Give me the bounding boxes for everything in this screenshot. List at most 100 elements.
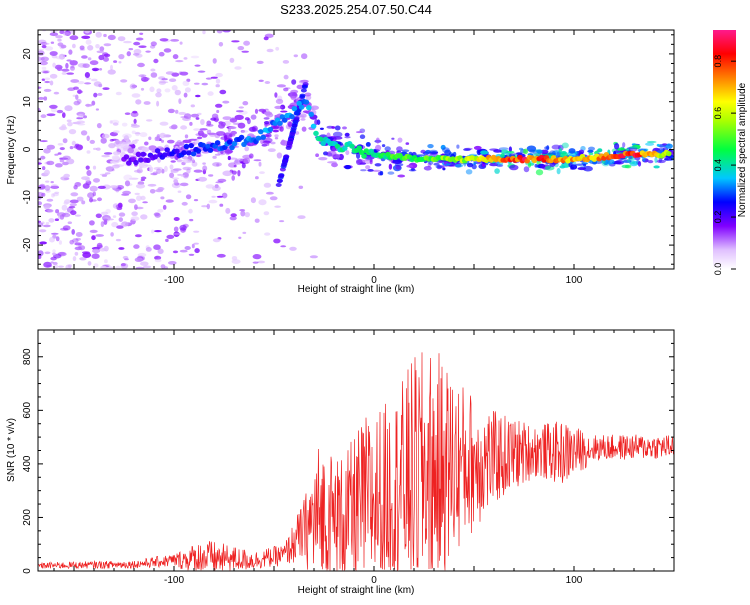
noise-blob: [118, 212, 126, 217]
ridge-halo-blob: [197, 176, 208, 182]
ridge-halo-blob: [227, 155, 231, 161]
ridge-halo-blob: [311, 107, 315, 111]
noise-blob: [86, 170, 92, 176]
streak-blob: [289, 131, 296, 136]
ridge-halo-blob: [237, 170, 241, 177]
ridge-halo-blob: [392, 159, 403, 164]
ridge-halo-blob: [463, 148, 471, 152]
noise-blob: [194, 64, 201, 67]
noise-blob: [84, 30, 91, 34]
noise-blob: [240, 130, 246, 133]
ridge-halo-blob: [261, 143, 268, 147]
ridge-halo-blob: [627, 159, 631, 163]
ridge-core-blob: [296, 100, 303, 106]
noise-blob: [38, 39, 47, 44]
ridge-halo-blob: [355, 131, 363, 134]
ridge-halo-blob: [326, 152, 333, 157]
ridge-halo-blob: [332, 146, 336, 152]
y-tick-label: 200: [22, 509, 33, 526]
noise-blob: [49, 51, 58, 56]
noise-blob: [156, 88, 162, 94]
noise-blob: [191, 243, 195, 249]
noise-blob: [170, 39, 180, 42]
ridge-halo-blob: [270, 124, 280, 130]
noise-blob: [130, 216, 140, 221]
noise-blob: [52, 192, 59, 197]
noise-blob: [56, 109, 64, 114]
ridge-halo-blob: [496, 164, 504, 168]
noise-blob: [100, 211, 109, 215]
ridge-halo-blob: [535, 169, 544, 176]
ridge-halo-blob: [234, 114, 244, 120]
ridge-halo-blob: [516, 152, 523, 155]
ridge-halo-blob: [229, 118, 238, 123]
noise-blob: [133, 118, 137, 124]
noise-blob: [237, 46, 245, 51]
ridge-core-blob: [277, 120, 283, 126]
noise-blob: [87, 45, 94, 51]
noise-blob: [41, 44, 47, 49]
noise-blob: [89, 220, 95, 226]
colorbar-tick-label: 0.2: [713, 211, 723, 224]
noise-blob: [75, 144, 84, 151]
ridge-core-blob: [200, 142, 206, 148]
noise-blob: [151, 229, 155, 234]
streak-blob: [293, 116, 300, 121]
y-tick-label: 20: [22, 48, 33, 60]
noise-blob: [280, 245, 287, 248]
noise-blob: [107, 34, 116, 41]
ridge-halo-blob: [489, 163, 499, 167]
noise-blob: [179, 182, 189, 187]
noise-blob: [206, 203, 210, 210]
noise-blob: [87, 192, 95, 199]
noise-blob: [241, 130, 249, 133]
noise-blob: [153, 230, 162, 233]
y-tick-label: -10: [22, 190, 33, 205]
ridge-halo-blob: [155, 189, 164, 193]
noise-blob: [218, 42, 224, 47]
noise-blob: [256, 260, 266, 264]
ridge-core-blob: [162, 152, 168, 158]
ridge-halo-blob: [199, 132, 205, 136]
noise-blob: [100, 221, 105, 228]
ridge-halo-blob: [116, 147, 120, 152]
noise-blob: [91, 253, 100, 259]
noise-blob: [95, 213, 102, 219]
noise-blob: [82, 252, 92, 258]
ridge-halo-blob: [465, 169, 473, 175]
ridge-halo-blob: [205, 124, 214, 127]
ridge-halo-blob: [574, 163, 585, 166]
noise-blob: [263, 182, 272, 188]
noise-blob: [155, 92, 162, 98]
ridge-halo-blob: [397, 137, 403, 143]
ridge-halo-blob: [182, 172, 189, 179]
noise-blob: [172, 250, 179, 254]
noise-blob: [255, 176, 259, 180]
ridge-halo-blob: [202, 162, 206, 165]
ridge-halo-blob: [276, 152, 283, 159]
ridge-halo-blob: [628, 156, 633, 160]
noise-blob: [84, 72, 90, 78]
ridge-halo-blob: [371, 169, 382, 172]
noise-blob: [297, 215, 306, 220]
noise-blob: [49, 32, 59, 37]
noise-blob: [43, 261, 52, 268]
noise-blob: [42, 166, 46, 171]
noise-blob: [128, 198, 136, 204]
x-tick-label: 0: [371, 575, 377, 586]
noise-blob: [69, 60, 78, 66]
noise-blob: [75, 232, 83, 237]
noise-blob: [38, 192, 44, 197]
noise-blob: [128, 48, 134, 51]
ridge-halo-blob: [193, 128, 201, 131]
ridge-halo-blob: [664, 157, 669, 161]
ridge-halo-blob: [332, 131, 343, 138]
noise-blob: [53, 91, 60, 95]
noise-blob: [188, 253, 195, 256]
noise-blob: [40, 42, 50, 45]
ridge-halo-blob: [130, 124, 140, 128]
ridge-halo-blob: [134, 139, 139, 142]
noise-blob: [140, 195, 146, 201]
ridge-core-blob: [229, 145, 235, 151]
